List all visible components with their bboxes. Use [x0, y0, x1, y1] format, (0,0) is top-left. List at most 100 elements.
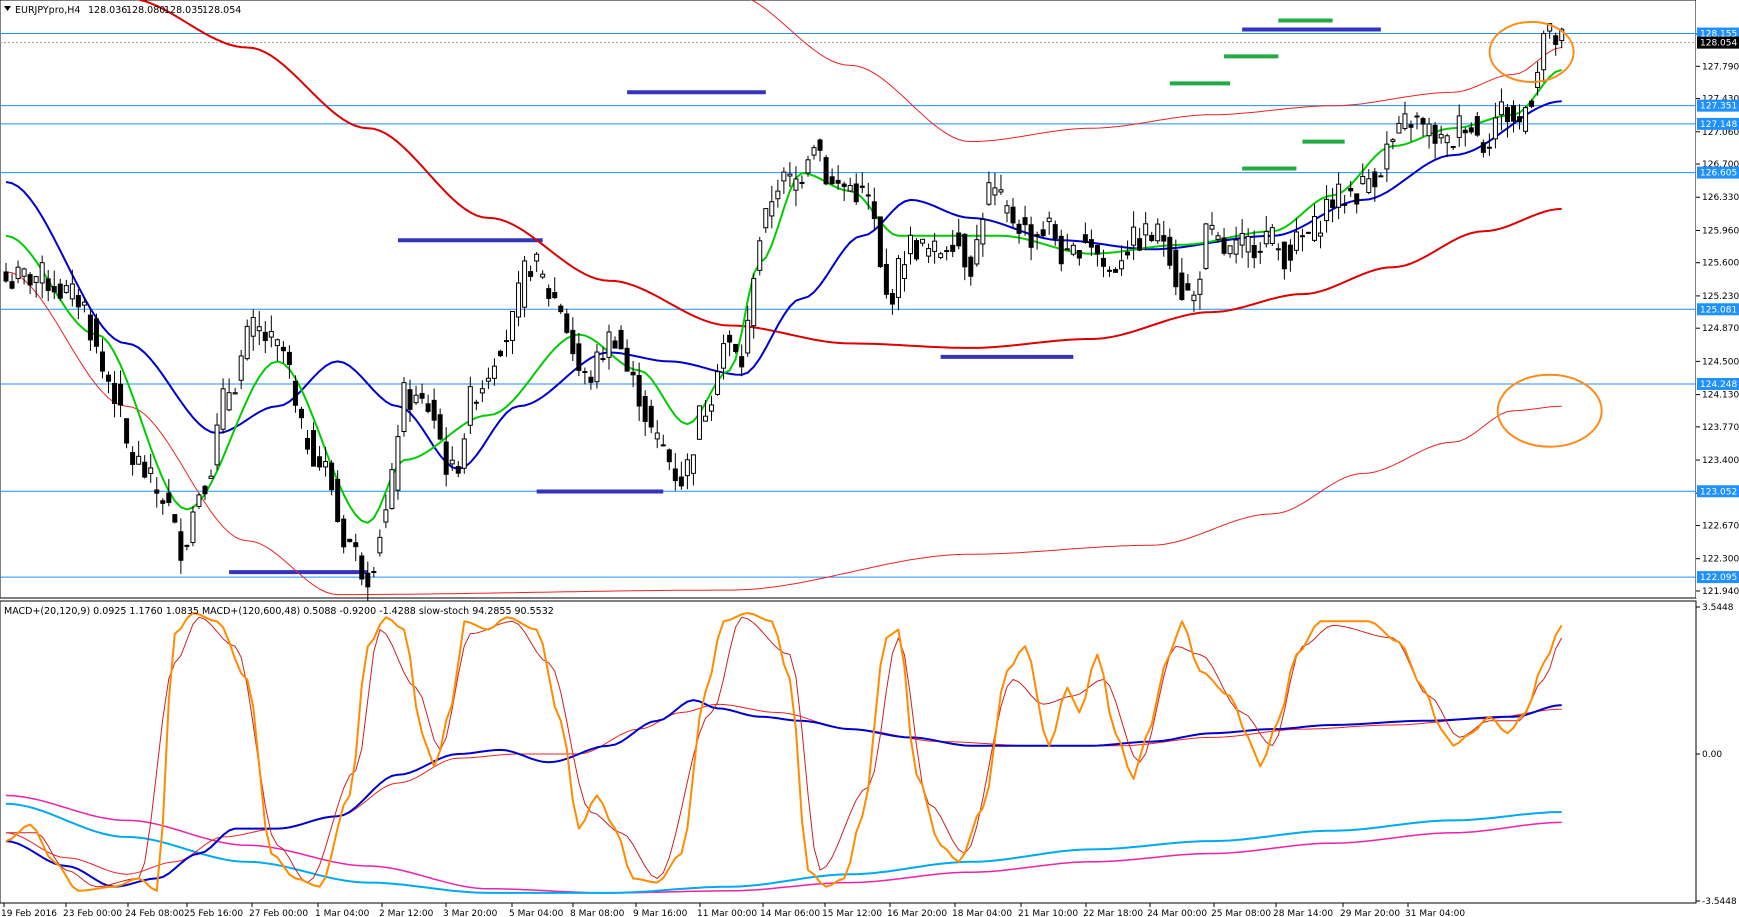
candle — [648, 399, 654, 434]
candle-body — [226, 392, 232, 411]
candle — [696, 405, 702, 440]
candle — [256, 311, 262, 346]
candle-body — [359, 555, 365, 580]
candle — [1113, 267, 1119, 273]
price-tick-label: 125.600 — [1702, 259, 1739, 269]
candle-body — [1450, 145, 1456, 148]
candle — [118, 370, 124, 418]
candle — [1517, 104, 1523, 130]
candle — [226, 378, 232, 412]
candle-body — [154, 489, 160, 494]
candle — [1263, 216, 1269, 248]
candle-body — [467, 386, 473, 426]
candle — [497, 349, 503, 358]
candle — [1076, 250, 1082, 266]
chart-header: EURJPYpro,H4 128.036 128.080 128.035 128… — [4, 5, 241, 16]
candle-body — [1408, 124, 1414, 128]
candle — [1161, 220, 1167, 257]
candle-body — [588, 376, 594, 383]
collapse-triangle-icon[interactable] — [4, 6, 11, 11]
candle — [841, 181, 847, 202]
candle — [998, 174, 1004, 195]
level-tag — [1697, 166, 1739, 179]
candle-body — [516, 282, 522, 318]
candle — [570, 317, 576, 362]
candle — [823, 155, 829, 186]
candle — [1432, 122, 1438, 159]
candle — [1239, 219, 1245, 259]
ohlc-close: 128.054 — [202, 5, 241, 16]
candle — [980, 212, 986, 257]
candle-body — [1215, 235, 1221, 240]
candle-body — [1468, 127, 1474, 133]
candle — [124, 418, 130, 449]
candle — [184, 544, 190, 551]
time-tick-label: 1 Mar 04:00 — [315, 909, 370, 917]
candle — [166, 479, 172, 507]
candle — [136, 440, 142, 465]
candle-body — [1504, 107, 1510, 123]
candle-body — [1420, 118, 1426, 125]
time-tick-label: 14 Mar 06:00 — [760, 909, 820, 917]
candle-body — [329, 462, 335, 491]
candle — [1492, 102, 1498, 149]
candle-body — [1559, 28, 1565, 42]
candle — [1414, 112, 1420, 130]
candle-body — [298, 408, 304, 419]
candle — [1336, 172, 1342, 220]
candle — [1046, 211, 1052, 235]
candle-body — [473, 401, 479, 404]
candle — [51, 270, 57, 300]
level-tag — [1697, 485, 1739, 498]
candle-body — [208, 475, 214, 479]
indicator-sub-lines — [5, 612, 1563, 894]
candle — [612, 336, 618, 349]
candle — [540, 270, 546, 280]
candle — [286, 345, 292, 379]
price-tick-label: 125.230 — [1702, 292, 1739, 302]
candle-body — [895, 258, 901, 298]
candle — [395, 424, 401, 500]
candle-body — [124, 418, 130, 444]
candle-body — [624, 347, 630, 372]
candle-body — [503, 340, 509, 343]
candle-body — [926, 248, 932, 257]
candle — [1378, 172, 1384, 178]
candle-body — [986, 182, 992, 205]
candle-body — [21, 268, 27, 277]
level-tag-label: 125.081 — [1700, 305, 1737, 315]
price-tick-label: 123.400 — [1702, 456, 1739, 466]
candle — [757, 236, 763, 276]
candle — [1553, 32, 1559, 56]
candle-body — [938, 253, 944, 258]
candle-body — [178, 531, 184, 561]
candle-body — [39, 262, 45, 284]
candle-body — [389, 469, 395, 509]
candle — [944, 246, 950, 261]
time-tick-label: 21 Mar 10:00 — [1018, 909, 1078, 917]
candle — [1269, 224, 1275, 246]
candle-body — [1480, 142, 1486, 153]
candle — [636, 362, 642, 422]
candle-body — [1305, 231, 1311, 234]
candle — [371, 566, 377, 578]
highlight-circle-price — [1488, 20, 1575, 83]
stoch-signal-line — [6, 616, 1563, 888]
candle — [262, 321, 268, 354]
candle-body — [1052, 224, 1058, 240]
candle-body — [497, 350, 503, 357]
candle — [1052, 220, 1058, 246]
candle-body — [1088, 239, 1094, 248]
candle-body — [672, 468, 678, 482]
candle — [950, 230, 956, 258]
candle-body — [449, 459, 455, 465]
candle — [1299, 228, 1305, 252]
candle-body — [3, 271, 9, 282]
candle — [130, 446, 136, 476]
candle — [1384, 131, 1390, 183]
candle — [15, 260, 21, 284]
candle-body — [678, 476, 684, 487]
candle-body — [1203, 223, 1209, 269]
candle — [87, 308, 93, 351]
candle — [1185, 273, 1191, 291]
